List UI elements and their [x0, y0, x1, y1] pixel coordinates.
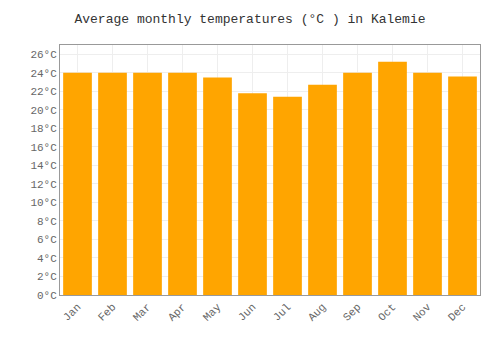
svg-text:Mar: Mar — [131, 301, 153, 323]
svg-text:0°C: 0°C — [37, 290, 57, 302]
svg-text:24°C: 24°C — [30, 68, 57, 80]
svg-text:Jun: Jun — [236, 301, 258, 323]
svg-text:Feb: Feb — [96, 301, 118, 323]
svg-text:May: May — [201, 301, 224, 324]
svg-text:Jul: Jul — [271, 301, 293, 323]
svg-text:6°C: 6°C — [37, 234, 57, 246]
svg-text:Dec: Dec — [446, 301, 468, 323]
svg-text:Apr: Apr — [166, 301, 188, 323]
svg-text:Average monthly temperatures (: Average monthly temperatures (°C ) in Ka… — [74, 12, 425, 27]
svg-text:8°C: 8°C — [37, 216, 57, 228]
svg-text:Sep: Sep — [341, 301, 363, 323]
svg-text:Nov: Nov — [411, 301, 434, 324]
svg-text:12°C: 12°C — [30, 179, 57, 191]
svg-text:Aug: Aug — [306, 301, 328, 323]
svg-text:26°C: 26°C — [30, 49, 57, 61]
svg-text:10°C: 10°C — [30, 197, 57, 209]
svg-text:20°C: 20°C — [30, 105, 57, 117]
svg-text:Oct: Oct — [376, 301, 398, 323]
svg-text:2°C: 2°C — [37, 271, 57, 283]
svg-text:14°C: 14°C — [30, 160, 57, 172]
svg-text:4°C: 4°C — [37, 253, 57, 265]
svg-text:18°C: 18°C — [30, 123, 57, 135]
svg-text:22°C: 22°C — [30, 86, 57, 98]
svg-text:16°C: 16°C — [30, 142, 57, 154]
svg-text:Jan: Jan — [61, 301, 83, 323]
